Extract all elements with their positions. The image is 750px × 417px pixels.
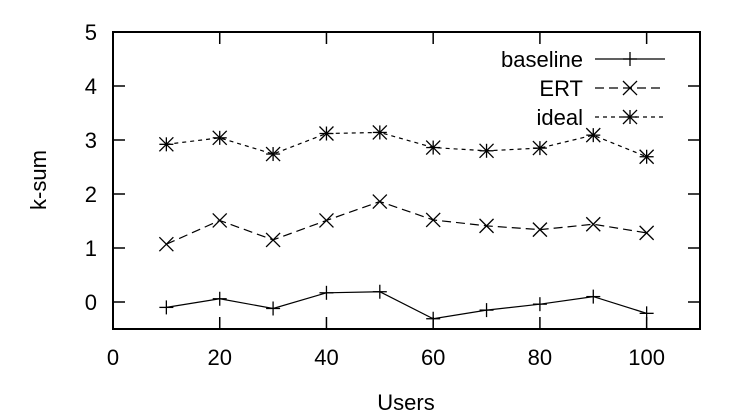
plot-frame — [112, 31, 701, 330]
data-point-ERT — [318, 213, 334, 228]
y-tick-label: 5 — [85, 20, 97, 45]
data-point-ideal — [372, 124, 388, 140]
data-point-ideal — [532, 140, 548, 156]
data-point-baseline — [586, 289, 601, 304]
data-point-ERT — [532, 222, 548, 238]
x-tick-label: 40 — [314, 345, 338, 370]
data-point-baseline — [212, 291, 227, 306]
data-point-ERT — [425, 212, 441, 228]
data-point-baseline — [639, 306, 654, 321]
data-point-ideal — [585, 127, 601, 143]
legend-marker — [622, 80, 638, 96]
series-line-baseline — [166, 291, 647, 320]
y-tick-label: 2 — [85, 182, 97, 207]
x-tick-label: 60 — [421, 345, 445, 370]
y-tick-label: 1 — [85, 236, 97, 261]
legend-label: ERT — [539, 76, 583, 101]
data-point-baseline — [479, 303, 494, 318]
y-tick-label: 0 — [85, 290, 97, 315]
data-point-baseline — [426, 311, 441, 326]
data-point-baseline — [266, 301, 281, 316]
data-point-baseline — [159, 300, 174, 315]
data-point-ideal — [425, 140, 441, 156]
series-line-ERT — [166, 200, 647, 245]
data-point-ERT — [372, 194, 388, 210]
data-point-ERT — [265, 232, 281, 248]
legend-marker — [622, 109, 638, 125]
x-tick-label: 20 — [207, 345, 231, 370]
x-tick-label: 80 — [528, 345, 552, 370]
data-point-ideal — [265, 146, 281, 162]
data-point-ideal — [212, 130, 228, 146]
x-tick-label: 100 — [628, 345, 665, 370]
series-line-ideal — [166, 131, 647, 158]
data-point-ideal — [158, 136, 174, 152]
data-point-ERT — [479, 218, 495, 234]
data-point-ERT — [158, 236, 174, 252]
y-tick-label: 4 — [85, 74, 97, 99]
y-axis-label: k-sum — [26, 150, 51, 210]
data-point-ideal — [318, 126, 334, 141]
x-axis-label: Users — [377, 390, 434, 415]
data-point-ideal — [639, 149, 655, 165]
data-point-baseline — [532, 297, 547, 312]
data-point-baseline — [319, 285, 334, 300]
legend-label: baseline — [501, 47, 583, 72]
data-point-ERT — [639, 225, 655, 241]
legend-label: ideal — [537, 105, 583, 130]
data-point-baseline — [372, 284, 387, 299]
x-tick-label: 0 — [107, 345, 119, 370]
legend-marker — [623, 52, 637, 66]
y-tick-label: 3 — [85, 128, 97, 153]
data-point-ERT — [585, 216, 601, 232]
data-point-ideal — [479, 143, 495, 159]
data-point-ERT — [212, 213, 228, 228]
